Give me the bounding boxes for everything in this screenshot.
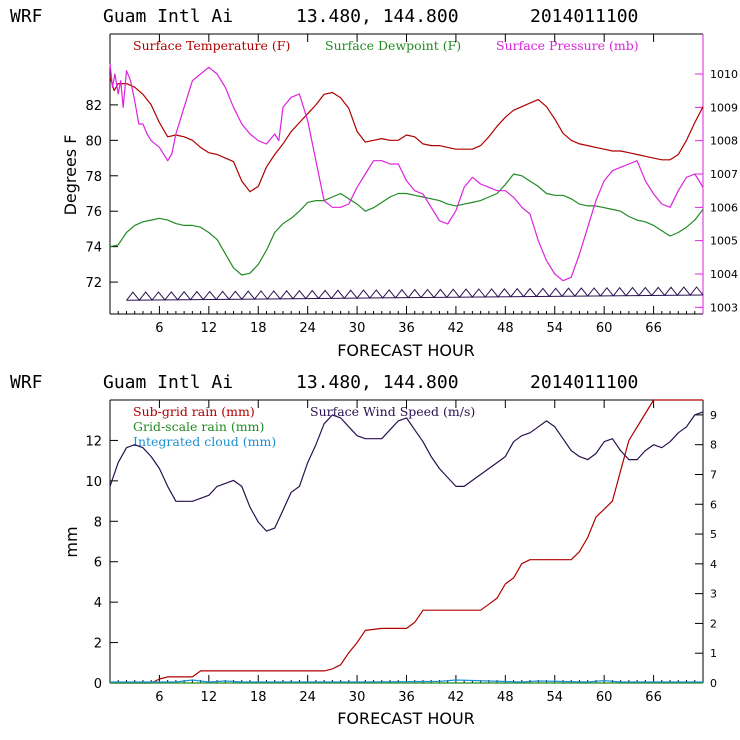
chart1-xtick-label: 12 [201,321,218,336]
chart2-xtick-label: 24 [299,690,316,705]
chart1-series-surface-dewpoint [109,173,704,276]
chart2-ytick-label: 12 [85,434,102,449]
chart2-y2tick-label: 4 [710,558,717,571]
chart2-y2tick-label: 9 [710,409,717,422]
chart2-y2tick-label: 5 [710,528,717,541]
chart2-legend-subgrid-rain: Sub-grid rain (mm) [133,404,255,419]
chart2-ytick-label: 10 [85,475,102,490]
chart2-y2tick-label: 1 [710,647,717,660]
chart2-xtick-label: 60 [596,690,613,705]
chart1-ylabel: Degrees F [61,135,80,216]
chart2-xtick-label: 66 [645,690,662,705]
chart2-xtick-label: 30 [349,690,366,705]
chart1-y2tick-label: 1007 [710,168,738,181]
chart1-title-coords: 13.480, 144.800 [296,6,459,27]
chart2-ytick-label: 2 [94,637,102,652]
chart2-legend-gridscale-rain: Grid-scale rain (mm) [133,419,264,434]
chart1-series-surface-wind-speed [126,286,704,302]
chart1-y2tick-label: 1005 [710,235,738,248]
chart2-xtick-label: 48 [497,690,514,705]
chart2-xlabel: FORECAST HOUR [337,709,475,728]
chart2-xtick-label: 42 [448,690,465,705]
chart1-title-model: WRF [10,6,43,27]
chart1-xtick-label: 6 [155,321,163,336]
chart1-xtick-label: 18 [250,321,267,336]
chart2-y2tick-label: 6 [710,498,717,511]
chart1-series-surface-temperature [109,76,704,193]
chart1-ytick-label: 76 [85,205,102,220]
chart1-y2tick-label: 1010 [710,68,738,81]
chart1-y2tick-label: 1006 [710,201,738,214]
chart1-xtick-label: 60 [596,321,613,336]
chart1-xtick-label: 30 [349,321,366,336]
chart1-ytick-label: 78 [85,170,102,185]
chart1-y2tick-label: 1003 [710,301,738,314]
chart1-series-surface-pressure [109,63,704,282]
chart1-ytick-label: 72 [85,276,102,291]
chart2-y2tick-label: 3 [710,588,717,601]
chart1-y2tick-label: 1008 [710,135,738,148]
chart2-title-coords: 13.480, 144.800 [296,372,459,393]
chart2-ylabel: mm [62,526,81,557]
chart1-ytick-label: 80 [85,134,102,149]
chart1-legend-pressure: Surface Pressure (mb) [496,38,639,53]
chart1-y2tick-label: 1009 [710,101,738,114]
chart2-title-model: WRF [10,372,43,393]
chart2-xtick-label: 36 [398,690,415,705]
chart1-title-date: 2014011100 [530,6,638,27]
chart2-legend-integrated-cloud: Integrated cloud (mm) [133,434,276,449]
chart1-xtick-label: 42 [448,321,465,336]
chart2-xtick-label: 12 [201,690,218,705]
chart2-series-surface-wind-speed [109,411,704,532]
chart1-xtick-label: 54 [546,321,563,336]
chart1-title-station: Guam Intl Ai [103,6,233,27]
chart2-series-integrated-cloud [110,679,703,683]
chart1-xtick-label: 36 [398,321,415,336]
chart2-ytick-label: 8 [94,515,102,530]
chart1-ytick-label: 82 [85,99,102,114]
chart1-xtick-label: 24 [299,321,316,336]
chart2-title-station: Guam Intl Ai [103,372,233,393]
chart2-ytick-label: 6 [94,556,102,571]
chart2-xtick-label: 18 [250,690,267,705]
chart2-ytick-label: 4 [94,596,102,611]
chart1-xlabel: FORECAST HOUR [337,341,475,360]
chart1-legend-temperature: Surface Temperature (F) [133,38,290,53]
chart2-ytick-label: 0 [94,677,102,692]
chart1-legend-dewpoint: Surface Dewpoint (F) [325,38,461,53]
chart2-title-date: 2014011100 [530,372,638,393]
chart2-y2tick-label: 2 [710,617,717,630]
chart2-y2tick-label: 0 [710,677,717,690]
chart1-series-surface-wind-speed-base [126,294,704,301]
chart1-y2tick-label: 1004 [710,268,738,281]
chart1-xtick-label: 66 [645,321,662,336]
chart2-y2tick-label: 7 [710,468,717,481]
chart1-ytick-label: 74 [85,241,102,256]
chart2-legend-wind-speed: Surface Wind Speed (m/s) [310,404,475,419]
chart2-series-sub-grid-rain [110,399,703,684]
chart2-y2tick-label: 8 [710,439,717,452]
chart2-xtick-label: 54 [546,690,563,705]
chart1-xtick-label: 48 [497,321,514,336]
chart2-xtick-label: 6 [155,690,163,705]
